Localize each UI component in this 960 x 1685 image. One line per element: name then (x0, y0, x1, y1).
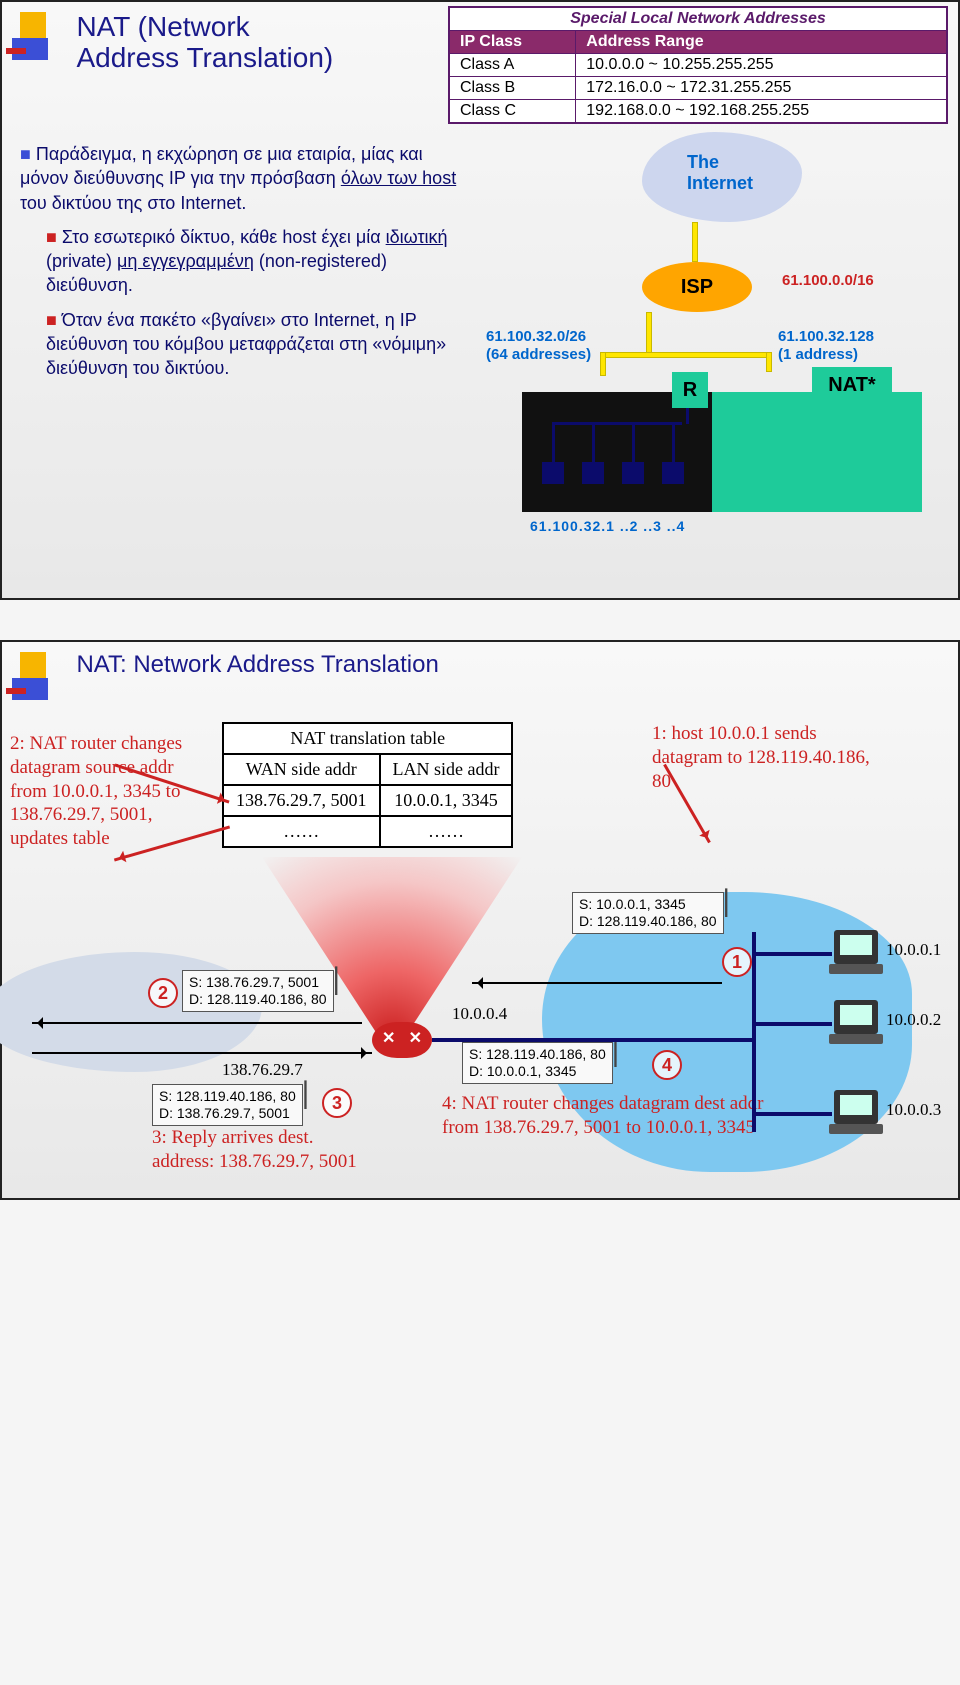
slide-title: NAT (Network Address Translation) (76, 12, 333, 74)
host-node (622, 462, 644, 484)
block-label-2: (64 addresses) (486, 346, 591, 363)
nat-router-icon (372, 1022, 432, 1058)
packet-2: S: 138.76.29.7, 5001 D: 128.119.40.186, … (182, 970, 334, 1012)
wire (600, 352, 772, 358)
nat-addr-label: 61.100.32.128 (778, 328, 874, 345)
packet-4: S: 128.119.40.186, 80 D: 10.0.0.1, 3345 … (462, 1042, 613, 1084)
wire (692, 222, 698, 262)
col-range: Address Range (576, 31, 947, 54)
arrow (32, 1022, 362, 1024)
nat-addr-label-2: (1 address) (778, 346, 858, 363)
packet-3: S: 128.119.40.186, 80 D: 138.76.29.7, 50… (152, 1084, 303, 1126)
nat-network (712, 392, 922, 512)
arrow (32, 1052, 372, 1054)
cut-icon: ⎮ (299, 1082, 312, 1111)
slide-nat-intro: NAT (Network Address Translation) Specia… (0, 0, 960, 600)
nat-table-title: NAT translation table (223, 723, 512, 754)
step-circle-3: 3 (322, 1088, 352, 1118)
pc-base (829, 964, 883, 974)
slide-logo (12, 12, 62, 72)
col-ipclass: IP Class (449, 31, 576, 54)
wire (632, 422, 635, 462)
internal-network (522, 392, 712, 512)
pc-icon (834, 1090, 878, 1124)
pc-base (829, 1034, 883, 1044)
step-3-label: 3: Reply arrives dest. address: 138.76.2… (152, 1126, 362, 1174)
bullet-list: Παράδειγμα, η εκχώρηση σε μια εταιρία, μ… (20, 142, 460, 381)
host-node (582, 462, 604, 484)
wire (592, 422, 595, 462)
col-lan: LAN side addr (380, 754, 513, 785)
cut-icon: ⎮ (609, 1040, 622, 1069)
step-circle-4: 4 (652, 1050, 682, 1080)
table-row: Class A10.0.0.0 ~ 10.255.255.255 (449, 54, 947, 77)
table-row: 138.76.29.7, 5001 10.0.0.1, 3345 (223, 785, 512, 816)
isp-node: ISP (642, 262, 752, 312)
wire (672, 422, 675, 462)
host-node (662, 462, 684, 484)
table-title: Special Local Network Addresses (449, 7, 947, 31)
step-4-label: 4: NAT router changes datagram dest addr… (442, 1092, 772, 1140)
nat-translation-table: NAT translation table WAN side addr LAN … (222, 722, 513, 848)
cut-icon: ⎮ (720, 890, 733, 919)
table-row: Class B172.16.0.0 ~ 172.31.255.255 (449, 77, 947, 100)
arrow (472, 982, 722, 984)
wire (752, 932, 756, 1132)
slide-nat-translation: NAT: Network Address Translation NAT tra… (0, 640, 960, 1200)
isp-range-label: 61.100.0.0/16 (782, 272, 874, 289)
special-address-table: Special Local Network Addresses IP Class… (448, 6, 948, 124)
col-wan: WAN side addr (223, 754, 380, 785)
pc-base (829, 1124, 883, 1134)
pc-icon (834, 1000, 878, 1034)
internet-label: The Internet (687, 152, 753, 194)
host-ip-3: 10.0.0.3 (886, 1100, 941, 1120)
title-row: NAT: Network Address Translation (12, 652, 948, 712)
bullet-2b: Όταν ένα πακέτο «βγαίνει» στο Internet, … (46, 308, 460, 381)
table-row: Class C192.168.0.0 ~ 192.168.255.255 (449, 100, 947, 124)
wire (752, 1022, 832, 1026)
table-row: …… …… (223, 816, 512, 847)
wire (600, 352, 606, 376)
block-label: 61.100.32.0/26 (486, 328, 586, 345)
pc-icon (834, 930, 878, 964)
bullet-2a: Στο εσωτερικό δίκτυο, κάθε host έχει μία… (46, 225, 460, 298)
wire (752, 952, 832, 956)
router-wan-ip: 138.76.29.7 (222, 1060, 303, 1080)
wire (552, 422, 682, 425)
cut-icon: ⎮ (330, 968, 343, 997)
wire (752, 1112, 832, 1116)
slide-title: NAT: Network Address Translation (76, 652, 438, 678)
step-circle-1: 1 (722, 947, 752, 977)
nat-topology-diagram: The Internet ISP 61.100.0.0/16 61.100.32… (482, 132, 942, 552)
wire (552, 422, 555, 462)
host-ip-1: 10.0.0.1 (886, 940, 941, 960)
router-r: R (672, 372, 708, 408)
packet-1: S: 10.0.0.1, 3345 D: 128.119.40.186, 80 … (572, 892, 724, 934)
wire (646, 312, 652, 356)
wire (766, 352, 772, 372)
step-circle-2: 2 (148, 978, 178, 1008)
wire (432, 1038, 752, 1042)
nat-box: NAT* (812, 367, 892, 403)
step-1-label: 1: host 10.0.0.1 sends datagram to 128.1… (652, 722, 882, 793)
host-node (542, 462, 564, 484)
host-ip-2: 10.0.0.2 (886, 1010, 941, 1030)
slide-logo (12, 652, 62, 712)
bullet-1: Παράδειγμα, η εκχώρηση σε μια εταιρία, μ… (20, 142, 460, 215)
wire (686, 408, 689, 424)
host-ips: 61.100.32.1 ..2 ..3 ..4 (530, 518, 685, 534)
nat-flow-diagram: NAT translation table WAN side addr LAN … (2, 722, 960, 1192)
router-lan-ip: 10.0.0.4 (452, 1004, 507, 1024)
step-2-label: 2: NAT router changes datagram source ad… (10, 732, 210, 851)
